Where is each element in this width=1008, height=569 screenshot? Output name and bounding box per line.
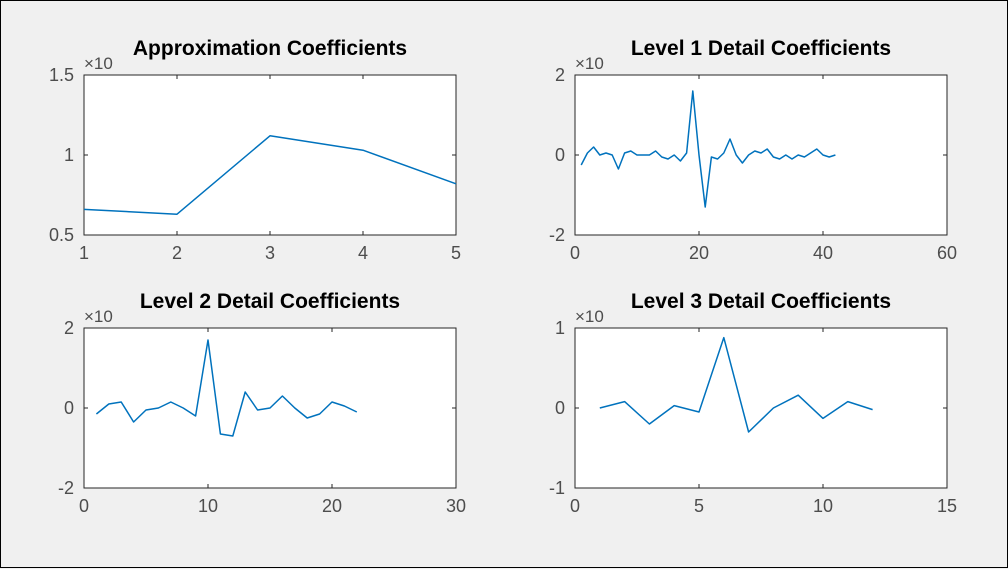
- x-tick-label: 20: [322, 496, 342, 516]
- y-tick-label: 0: [555, 145, 565, 165]
- plot-title: Level 2 Detail Coefficients: [140, 290, 400, 313]
- y-tick-label: 1.5: [49, 65, 74, 85]
- x-tick-label: 15: [937, 496, 957, 516]
- plot-title: Level 3 Detail Coefficients: [631, 290, 891, 313]
- y-tick-label: 0: [64, 398, 74, 418]
- x-tick-label: 0: [570, 496, 580, 516]
- y-tick-label: 2: [64, 318, 74, 338]
- series-line: [599, 336, 873, 433]
- axes-box: [574, 74, 948, 236]
- x-tick-label: 5: [694, 496, 704, 516]
- axes-box: [83, 74, 457, 236]
- x-tick-label: 40: [813, 243, 833, 263]
- exponent-label: ×10: [84, 54, 113, 73]
- series-line: [580, 90, 836, 208]
- x-tick-label: 1: [79, 243, 89, 263]
- x-tick-label: 0: [570, 243, 580, 263]
- x-tick-label: 20: [689, 243, 709, 263]
- x-tick-label: 0: [79, 496, 89, 516]
- y-tick-label: -2: [58, 478, 74, 498]
- x-tick-label: 10: [813, 496, 833, 516]
- exponent-label: ×10: [84, 307, 113, 326]
- x-tick-label: 4: [358, 243, 368, 263]
- plot-title: Approximation Coefficients: [133, 37, 407, 60]
- y-tick-label: 0.5: [49, 225, 74, 245]
- plot-title: Level 1 Detail Coefficients: [631, 37, 891, 60]
- x-tick-label: 2: [172, 243, 182, 263]
- x-tick-label: 3: [265, 243, 275, 263]
- y-tick-label: 1: [555, 318, 565, 338]
- x-tick-label: 10: [198, 496, 218, 516]
- y-tick-label: -1: [549, 478, 565, 498]
- x-tick-label: 5: [451, 243, 461, 263]
- exponent-label: ×10: [575, 307, 604, 326]
- x-tick-label: 60: [937, 243, 957, 263]
- y-tick-label: 2: [555, 65, 565, 85]
- series-line: [83, 135, 457, 215]
- y-tick-label: -2: [549, 225, 565, 245]
- x-tick-label: 30: [446, 496, 466, 516]
- axes-box: [574, 327, 948, 489]
- series-line: [95, 339, 358, 437]
- exponent-label: ×10: [575, 54, 604, 73]
- y-tick-label: 1: [64, 145, 74, 165]
- y-tick-label: 0: [555, 398, 565, 418]
